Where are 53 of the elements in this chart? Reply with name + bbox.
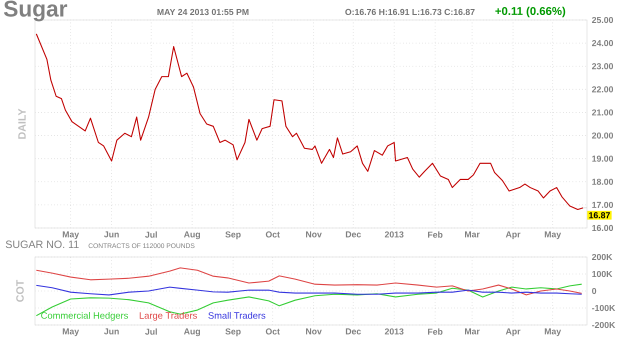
y-tick-label: 19.00 <box>592 156 614 162</box>
x-tick-label: Sep <box>225 231 241 240</box>
chart-title: SUGAR NO. 11 <box>6 240 79 248</box>
y-tick-label: 100K <box>592 270 612 278</box>
y-axis-title: DAILY <box>18 108 26 139</box>
x-tick-label: May <box>62 328 80 336</box>
y-tick-label: 200K <box>592 254 612 260</box>
y-tick-label: 16.00 <box>592 224 614 232</box>
y-tick-label: 0 <box>592 288 596 294</box>
x-tick-label: Dec <box>346 328 361 334</box>
x-tick-label: Jul <box>145 328 157 335</box>
x-tick-label: May <box>62 231 80 240</box>
x-tick-label: Mar <box>464 231 480 238</box>
x-tick-label: Aug <box>184 328 200 336</box>
y-tick-label: 23.00 <box>592 63 614 70</box>
x-tick-label: Oct <box>266 328 280 335</box>
text: +0.11 (0.66%) <box>495 6 566 18</box>
x-tick-label: Nov <box>306 231 322 238</box>
x-tick-label: Oct <box>266 231 280 238</box>
x-tick-label: Mar <box>464 328 480 334</box>
y-tick-label: 25.00 <box>592 16 614 24</box>
y-tick-label: 17.00 <box>592 202 614 208</box>
x-tick-label: May <box>544 231 562 240</box>
x-tick-label: Jul <box>145 231 157 238</box>
text: O:16.76 H:16.91 L:16.73 C:16.87 <box>345 8 475 16</box>
x-tick-label: Feb <box>428 328 442 335</box>
x-tick-label: Jun <box>104 231 119 238</box>
y-tick-label: 24.00 <box>592 40 614 46</box>
y-tick-label: -100K <box>592 304 616 312</box>
x-tick-label: Feb <box>428 231 442 238</box>
x-tick-label: May <box>544 328 562 336</box>
annotation: 16.87 <box>589 212 610 218</box>
x-tick-label: Apr <box>506 231 520 240</box>
y-tick-label: -200K <box>592 322 616 328</box>
text: Small Traders <box>208 312 266 319</box>
text: Large Traders <box>140 312 197 321</box>
x-tick-label: Dec <box>346 231 361 238</box>
y-tick-label: 18.00 <box>592 178 614 185</box>
y-tick-label: 20.00 <box>592 132 614 139</box>
line-series <box>36 267 582 296</box>
chart-title: Sugar <box>4 0 68 22</box>
x-tick-label: 2013 <box>384 328 404 335</box>
x-tick-label: Sep <box>225 328 241 336</box>
x-tick-label: Apr <box>506 328 520 336</box>
x-tick-label: 2013 <box>384 231 404 238</box>
series-label: Commercial Hedgers <box>41 312 128 321</box>
y-tick-label: 21.00 <box>592 109 614 116</box>
y-tick-label: 22.00 <box>592 86 614 92</box>
y-axis-title: COT <box>16 280 24 302</box>
text: MAY 24 2013 01:55 PM <box>157 8 248 16</box>
x-tick-label: Jun <box>104 328 119 334</box>
x-tick-label: Aug <box>184 231 200 240</box>
x-tick-label: Nov <box>306 328 322 334</box>
